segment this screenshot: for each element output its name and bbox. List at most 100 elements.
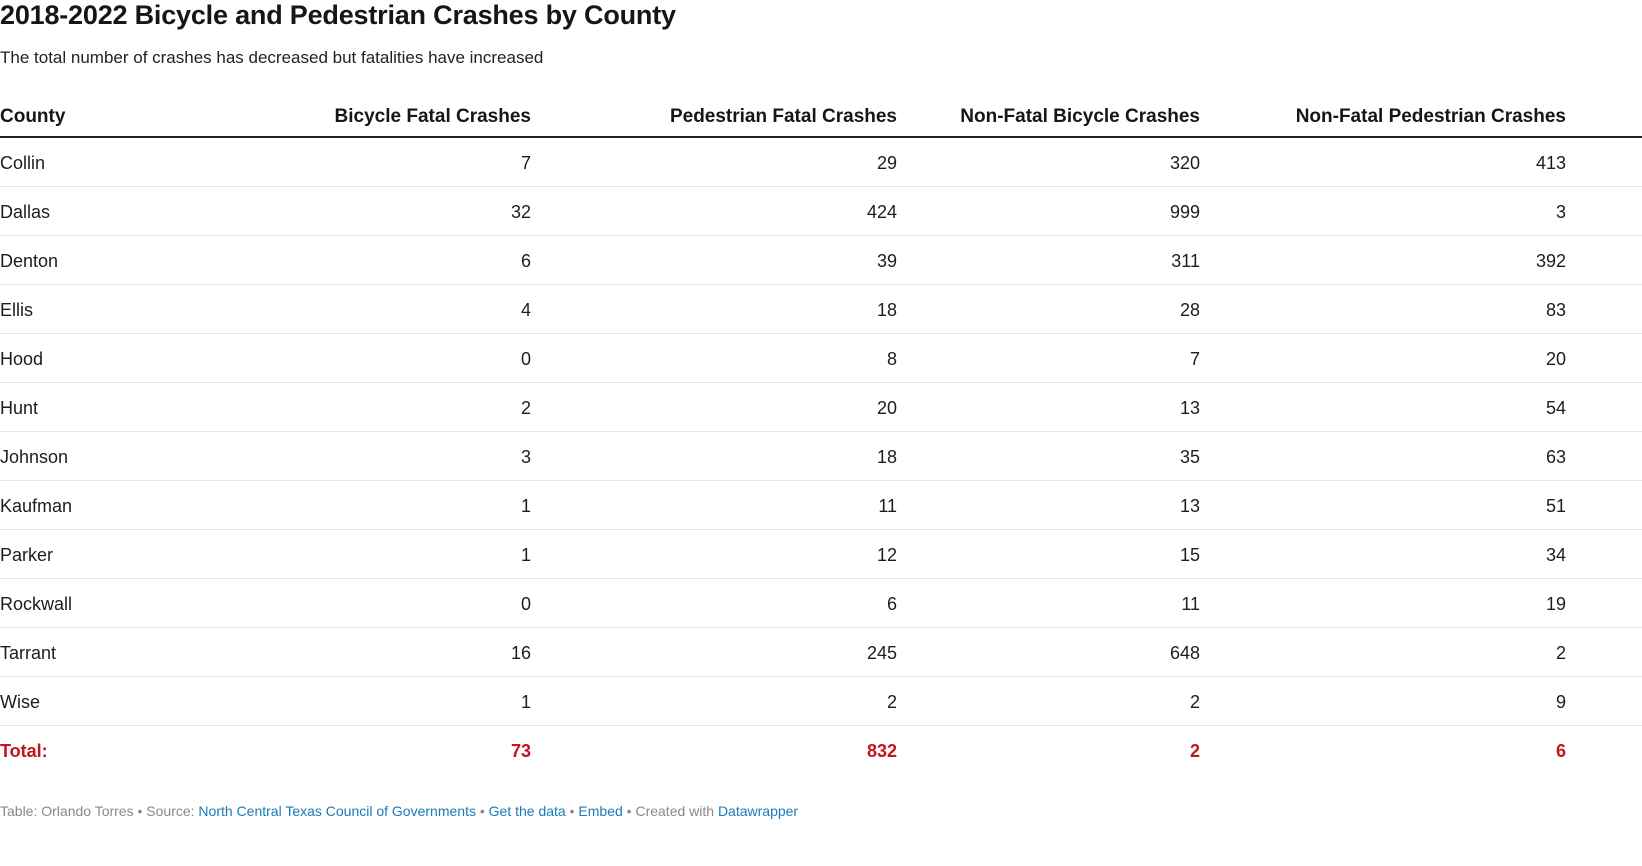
column-header-pedestrian-fatal[interactable]: Pedestrian Fatal Crashes xyxy=(669,106,897,127)
cell-nonfatal-pedestrian: 20 xyxy=(1545,349,1566,369)
cell-nonfatal-bicycle: 15 xyxy=(1179,545,1200,565)
footer: Table: Orlando Torres • Source: North Ce… xyxy=(0,803,798,819)
cell-nonfatal-pedestrian: 63 xyxy=(1545,447,1566,467)
cell-nonfatal-pedestrian: 54 xyxy=(1545,398,1566,418)
cell-nonfatal-pedestrian: 413 xyxy=(1535,153,1566,173)
cell-nonfatal-bicycle: 13 xyxy=(1179,496,1200,516)
column-header-nonfatal-bicycle[interactable]: Non-Fatal Bicycle Crashes xyxy=(960,106,1200,127)
cell-bicycle-fatal: 1 xyxy=(520,692,531,712)
cell-pedestrian-fatal: 6 xyxy=(886,594,897,614)
table-body: Collin 7 29 320 413 Dallas 32 424 999 3 Denton 6 39 3… xyxy=(0,138,1642,726)
cell-nonfatal-pedestrian: 19 xyxy=(1545,594,1566,614)
cell-nonfatal-pedestrian: 3 xyxy=(1555,202,1566,222)
page-subtitle: The total number of crashes has decrease… xyxy=(0,48,544,67)
footer-separator: • xyxy=(622,803,636,819)
get-the-data-link[interactable]: Get the data xyxy=(488,803,566,819)
table-row: Parker 1 12 15 34 xyxy=(0,530,1642,579)
cell-bicycle-fatal: 6 xyxy=(520,251,531,271)
cell-bicycle-fatal: 7 xyxy=(520,153,531,173)
table-row: Dallas 32 424 999 3 xyxy=(0,187,1642,236)
crash-table: County Bicycle Fatal Crashes Pedestrian … xyxy=(0,98,1642,775)
footer-created-prefix: Created with xyxy=(635,803,718,819)
total-pedestrian-fatal: 832 xyxy=(866,741,897,761)
cell-bicycle-fatal: 4 xyxy=(520,300,531,320)
cell-county: Collin xyxy=(0,153,46,173)
total-nonfatal-pedestrian: 6 xyxy=(1555,741,1566,761)
table-row: Hunt 2 20 13 54 xyxy=(0,383,1642,432)
cell-pedestrian-fatal: 2 xyxy=(886,692,897,712)
cell-county: Wise xyxy=(0,692,40,712)
footer-separator: • xyxy=(475,803,489,819)
column-header-bicycle-fatal[interactable]: Bicycle Fatal Crashes xyxy=(334,106,531,127)
cell-pedestrian-fatal: 20 xyxy=(876,398,897,418)
table-row: Johnson 3 18 35 63 xyxy=(0,432,1642,481)
cell-nonfatal-pedestrian: 83 xyxy=(1545,300,1566,320)
cell-bicycle-fatal: 0 xyxy=(520,349,531,369)
table-row: Hood 0 8 7 20 xyxy=(0,334,1642,383)
cell-bicycle-fatal: 0 xyxy=(520,594,531,614)
cell-bicycle-fatal: 1 xyxy=(520,545,531,565)
cell-bicycle-fatal: 3 xyxy=(520,447,531,467)
cell-pedestrian-fatal: 12 xyxy=(876,545,897,565)
column-header-county[interactable]: County xyxy=(0,106,66,127)
cell-county: Hunt xyxy=(0,398,39,418)
cell-county: Rockwall xyxy=(0,594,73,614)
cell-pedestrian-fatal: 8 xyxy=(886,349,897,369)
cell-nonfatal-pedestrian: 2 xyxy=(1555,643,1566,663)
cell-county: Hood xyxy=(0,349,44,369)
cell-nonfatal-bicycle: 320 xyxy=(1169,153,1200,173)
table-row: Denton 6 39 311 392 xyxy=(0,236,1642,285)
cell-nonfatal-pedestrian: 392 xyxy=(1535,251,1566,271)
cell-nonfatal-bicycle: 35 xyxy=(1179,447,1200,467)
total-label: Total: xyxy=(0,741,48,761)
cell-nonfatal-bicycle: 13 xyxy=(1179,398,1200,418)
footer-source-prefix: Source: xyxy=(146,803,199,819)
cell-county: Dallas xyxy=(0,202,51,222)
footer-author: Table: Orlando Torres xyxy=(0,803,134,819)
table-row: Tarrant 16 245 648 2 xyxy=(0,628,1642,677)
embed-link[interactable]: Embed xyxy=(578,803,623,819)
column-header-nonfatal-pedestrian[interactable]: Non-Fatal Pedestrian Crashes xyxy=(1295,106,1566,127)
cell-pedestrian-fatal: 245 xyxy=(866,643,897,663)
cell-nonfatal-bicycle: 2 xyxy=(1189,692,1200,712)
footer-separator: • xyxy=(133,803,147,819)
source-link[interactable]: North Central Texas Council of Governmen… xyxy=(198,803,476,819)
footer-separator: • xyxy=(565,803,579,819)
table-header: County Bicycle Fatal Crashes Pedestrian … xyxy=(0,98,1642,138)
cell-nonfatal-bicycle: 648 xyxy=(1169,643,1200,663)
cell-nonfatal-bicycle: 7 xyxy=(1189,349,1200,369)
cell-nonfatal-bicycle: 311 xyxy=(1171,251,1200,271)
cell-county: Parker xyxy=(0,545,54,565)
total-nonfatal-bicycle: 2 xyxy=(1189,741,1200,761)
cell-nonfatal-pedestrian: 9 xyxy=(1555,692,1566,712)
total-bicycle-fatal: 73 xyxy=(510,741,531,761)
cell-bicycle-fatal: 1 xyxy=(520,496,531,516)
cell-bicycle-fatal: 16 xyxy=(510,643,531,663)
cell-nonfatal-bicycle: 999 xyxy=(1169,202,1200,222)
cell-pedestrian-fatal: 18 xyxy=(876,447,897,467)
table-row: Ellis 4 18 28 83 xyxy=(0,285,1642,334)
cell-county: Ellis xyxy=(0,300,34,320)
cell-pedestrian-fatal: 29 xyxy=(876,153,897,173)
cell-nonfatal-bicycle: 11 xyxy=(1181,594,1200,614)
table-total-row: Total: 73 832 2 6 xyxy=(0,726,1642,775)
cell-bicycle-fatal: 32 xyxy=(510,202,531,222)
cell-county: Johnson xyxy=(0,447,69,467)
cell-nonfatal-pedestrian: 51 xyxy=(1545,496,1566,516)
cell-pedestrian-fatal: 11 xyxy=(878,496,897,516)
table-row: Wise 1 2 2 9 xyxy=(0,677,1642,726)
cell-pedestrian-fatal: 39 xyxy=(876,251,897,271)
cell-pedestrian-fatal: 424 xyxy=(866,202,897,222)
cell-county: Tarrant xyxy=(0,643,57,663)
table-row: Kaufman 1 11 13 51 xyxy=(0,481,1642,530)
cell-bicycle-fatal: 2 xyxy=(520,398,531,418)
table-row: Rockwall 0 6 11 19 xyxy=(0,579,1642,628)
table-row: Collin 7 29 320 413 xyxy=(0,138,1642,187)
datawrapper-link[interactable]: Datawrapper xyxy=(717,803,799,819)
cell-nonfatal-pedestrian: 34 xyxy=(1545,545,1566,565)
cell-nonfatal-bicycle: 28 xyxy=(1179,300,1200,320)
cell-pedestrian-fatal: 18 xyxy=(876,300,897,320)
page-title: 2018-2022 Bicycle and Pedestrian Crashes… xyxy=(0,0,676,30)
cell-county: Denton xyxy=(0,251,59,271)
cell-county: Kaufman xyxy=(0,496,73,516)
